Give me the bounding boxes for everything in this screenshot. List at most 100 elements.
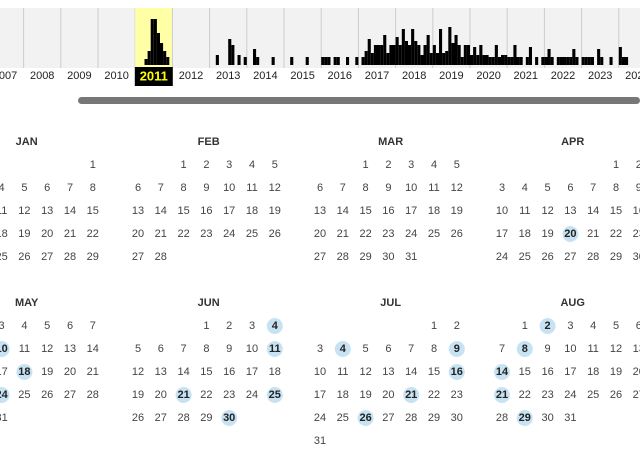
capture-bar[interactable]: [327, 57, 331, 65]
capture-bar[interactable]: [144, 59, 148, 65]
captured-day[interactable]: 16: [451, 366, 463, 378]
capture-bar[interactable]: [423, 45, 427, 65]
capture-bar[interactable]: [541, 57, 545, 65]
capture-bar[interactable]: [547, 49, 551, 65]
year-label[interactable]: 2019: [439, 70, 463, 82]
captured-day[interactable]: 21: [177, 389, 189, 401]
capture-bar[interactable]: [439, 29, 443, 65]
capture-day-marker[interactable]: [334, 341, 351, 357]
capture-day-marker[interactable]: [448, 341, 465, 357]
captured-day[interactable]: 14: [496, 366, 509, 378]
capture-bar[interactable]: [566, 57, 570, 65]
capture-day-marker[interactable]: [266, 341, 283, 357]
capture-bar[interactable]: [432, 45, 436, 65]
capture-bar[interactable]: [597, 49, 601, 65]
captured-day[interactable]: 20: [564, 228, 576, 240]
capture-bar[interactable]: [470, 55, 474, 65]
capture-bar[interactable]: [479, 45, 483, 65]
captured-day[interactable]: 10: [0, 343, 8, 355]
capture-bar[interactable]: [333, 57, 337, 65]
year-label[interactable]: 2010: [104, 70, 128, 82]
capture-bar[interactable]: [501, 55, 505, 65]
capture-bar[interactable]: [625, 57, 629, 65]
capture-bar[interactable]: [466, 45, 470, 65]
captured-day[interactable]: 2: [545, 320, 551, 332]
capture-bar[interactable]: [482, 55, 486, 65]
capture-bar[interactable]: [256, 57, 260, 65]
capture-bar[interactable]: [417, 45, 421, 65]
captured-day[interactable]: 8: [522, 343, 528, 355]
capture-bar[interactable]: [392, 45, 396, 65]
captured-day[interactable]: 24: [0, 389, 9, 401]
capture-bar[interactable]: [336, 57, 340, 65]
capture-bar[interactable]: [494, 45, 498, 65]
capture-bar[interactable]: [160, 43, 164, 65]
capture-day-marker[interactable]: [357, 410, 374, 426]
capture-bar[interactable]: [559, 57, 563, 65]
capture-bar[interactable]: [569, 57, 573, 65]
capture-bar[interactable]: [528, 47, 532, 65]
capture-bar[interactable]: [153, 19, 157, 65]
capture-bar[interactable]: [544, 57, 548, 65]
capture-bar[interactable]: [584, 57, 588, 65]
capture-bar[interactable]: [581, 57, 585, 65]
selected-year-label[interactable]: 2011: [140, 68, 168, 83]
capture-day-marker[interactable]: [266, 318, 283, 334]
capture-bar[interactable]: [435, 53, 439, 65]
year-label[interactable]: 2007: [0, 70, 17, 82]
captured-day[interactable]: 18: [18, 366, 30, 378]
capture-bar[interactable]: [373, 45, 377, 65]
capture-bar[interactable]: [324, 57, 328, 65]
capture-day-marker[interactable]: [494, 387, 510, 403]
capture-bar[interactable]: [166, 57, 170, 65]
capture-bar[interactable]: [504, 55, 508, 65]
year-label[interactable]: 2013: [216, 70, 240, 82]
capture-day-marker[interactable]: [539, 318, 556, 334]
capture-bar[interactable]: [346, 57, 350, 65]
capture-day-marker[interactable]: [516, 341, 533, 357]
capture-bar[interactable]: [525, 57, 529, 65]
captured-day[interactable]: 4: [272, 320, 279, 332]
year-label[interactable]: 2012: [179, 70, 203, 82]
capture-day-marker[interactable]: [403, 387, 420, 403]
captured-day[interactable]: 29: [519, 412, 531, 424]
capture-bar[interactable]: [404, 41, 408, 65]
capture-bar[interactable]: [600, 57, 604, 65]
year-label[interactable]: 2023: [588, 70, 612, 82]
capture-bar[interactable]: [398, 45, 402, 65]
capture-bar[interactable]: [395, 37, 399, 65]
captured-day[interactable]: 11: [269, 343, 281, 355]
capture-bar[interactable]: [361, 57, 365, 65]
capture-bar[interactable]: [476, 55, 480, 65]
capture-bar[interactable]: [355, 57, 359, 65]
capture-bar[interactable]: [519, 57, 523, 65]
capture-bar[interactable]: [163, 51, 167, 65]
capture-day-marker[interactable]: [494, 364, 510, 380]
capture-day-marker[interactable]: [562, 226, 579, 242]
capture-bar[interactable]: [386, 53, 390, 65]
capture-bar[interactable]: [463, 45, 467, 65]
capture-bar[interactable]: [609, 57, 613, 65]
capture-bar[interactable]: [516, 57, 520, 65]
capture-bar[interactable]: [147, 51, 151, 65]
capture-day-marker[interactable]: [266, 387, 283, 403]
capture-bar[interactable]: [590, 57, 594, 65]
capture-bar[interactable]: [473, 47, 477, 65]
capture-bar[interactable]: [290, 57, 294, 65]
year-label[interactable]: 2022: [551, 70, 575, 82]
captured-day[interactable]: 26: [359, 412, 371, 424]
capture-bar[interactable]: [401, 29, 405, 65]
capture-bar[interactable]: [243, 57, 247, 65]
year-label[interactable]: 2017: [365, 70, 389, 82]
capture-bar[interactable]: [231, 45, 235, 65]
capture-bar[interactable]: [389, 45, 393, 65]
capture-bar[interactable]: [429, 53, 433, 65]
capture-bar[interactable]: [488, 57, 492, 65]
capture-bar[interactable]: [550, 57, 554, 65]
capture-bar[interactable]: [411, 29, 415, 65]
capture-bar[interactable]: [451, 43, 455, 65]
capture-bar[interactable]: [556, 57, 560, 65]
capture-bar[interactable]: [621, 57, 625, 65]
capture-bar[interactable]: [485, 55, 489, 65]
capture-bar[interactable]: [321, 57, 325, 65]
